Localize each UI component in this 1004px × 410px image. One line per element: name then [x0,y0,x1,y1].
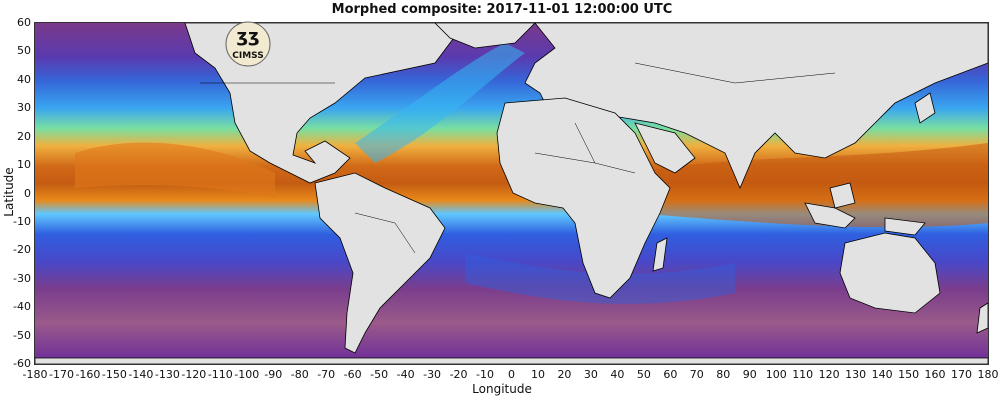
cimss-logo: ʒʒ CIMSS [224,20,276,70]
svg-text:ʒʒ: ʒʒ [236,26,259,47]
x-tick-label: 140 [871,368,893,381]
x-tick-label: 70 [689,368,704,381]
x-tick-label: -80 [290,368,309,381]
y-tick-label: -50 [13,328,31,342]
x-tick-label: 20 [557,368,572,381]
x-tick-label: -140 [128,368,154,381]
new-zealand [976,302,988,334]
y-tick-label: -10 [13,214,31,228]
y-tick-label: 0 [24,186,31,200]
x-tick-label: -160 [75,368,101,381]
x-tick-label: 80 [716,368,731,381]
x-tick-label: 60 [663,368,678,381]
x-axis-label: Longitude [472,382,532,396]
chart-title: Morphed composite: 2017-11-01 12:00:00 U… [331,2,673,17]
x-tick-label: 0 [508,368,515,381]
indonesia [804,202,856,229]
x-tick-label: -60 [343,368,362,381]
borneo [829,182,856,209]
x-tick-label: -70 [317,368,336,381]
x-tick-label: 100 [765,368,787,381]
atlantic-plume [355,43,525,163]
y-tick-label: 60 [17,16,31,29]
indian-pacific-warm-pool [635,143,988,228]
svg-text:CIMSS: CIMSS [232,51,263,61]
borders [200,62,836,254]
y-tick-label: 50 [17,44,31,58]
pacific-itcz [75,142,275,198]
x-tick-label: -20 [449,368,468,381]
y-tick-label: -40 [13,300,31,314]
map-canvas [35,23,988,364]
x-tick-label: -50 [370,368,389,381]
x-tick-label: -40 [396,368,415,381]
y-tick-label: 20 [17,129,31,143]
x-tick-label: -150 [101,368,127,381]
x-tick-label: 30 [583,368,598,381]
madagascar [652,237,668,272]
arabian-peninsula [634,122,696,174]
australia [839,232,941,314]
y-tick-label: 10 [17,158,31,172]
map-plot-area [34,22,989,365]
x-tick-label: 40 [610,368,625,381]
x-tick-label: 170 [951,368,973,381]
x-tick-label: 160 [924,368,946,381]
x-tick-label: -100 [234,368,260,381]
y-tick-label: -30 [13,271,31,285]
x-tick-label: -10 [476,368,494,381]
x-tick-label: -130 [154,368,180,381]
new-guinea [884,217,926,236]
x-tick-label: 130 [845,368,867,381]
y-tick-label: -60 [13,357,31,370]
x-tick-label: 180 [977,368,999,381]
greenland [434,23,536,49]
x-tick-label: 10 [530,368,545,381]
x-tick-label: 120 [818,368,840,381]
x-tick-label: 150 [898,368,920,381]
antarctic-coast [35,357,988,364]
south-america [314,172,446,354]
x-tick-label: -180 [22,368,48,381]
x-tick-label: 110 [792,368,814,381]
africa [496,97,671,299]
x-tick-label: -30 [423,368,442,381]
x-tick-label: -120 [181,368,207,381]
x-tick-label: 90 [742,368,757,381]
x-tick-label: -110 [207,368,233,381]
y-tick-label: 40 [17,72,31,86]
x-tick-label: -90 [264,368,283,381]
y-tick-label: -20 [13,243,31,257]
x-tick-label: -170 [48,368,74,381]
japan [914,92,936,124]
x-tick-label: 50 [636,368,651,381]
y-tick-label: 30 [17,101,31,115]
